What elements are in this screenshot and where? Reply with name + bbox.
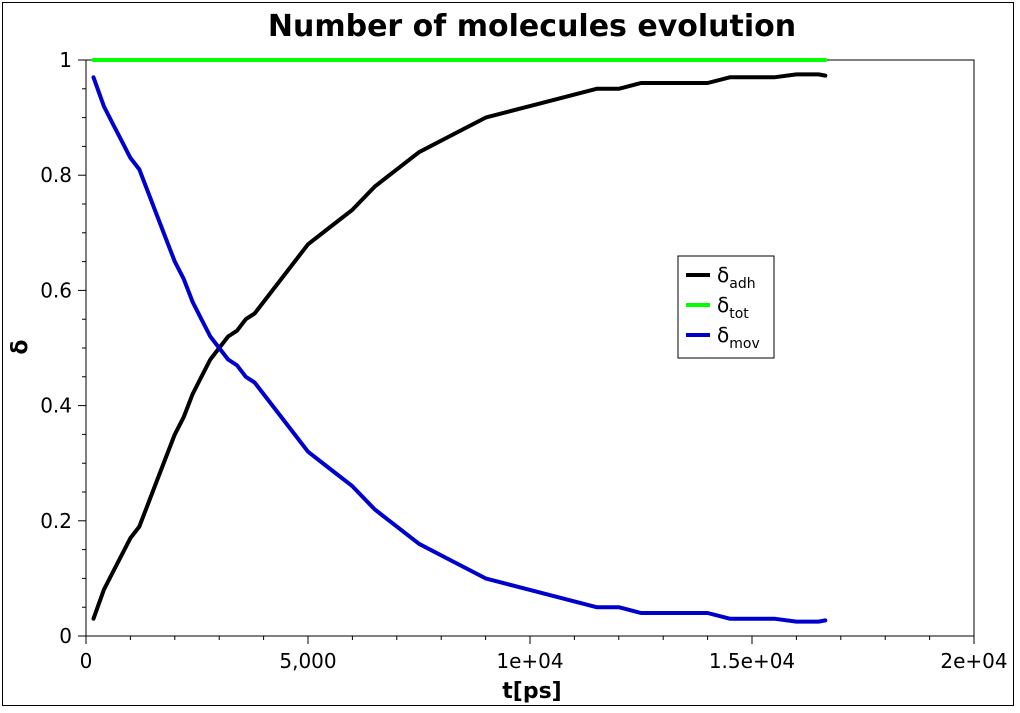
x-tick-label: 1.5e+04 [709,649,795,673]
legend-subscript: adh [729,276,755,292]
y-axis-label: δ [8,339,33,354]
legend-symbol: δ [717,293,729,317]
y-tick-label: 1 [59,48,72,72]
series-layer [91,58,828,624]
y-tick-label: 0.4 [40,394,72,418]
series-line-adh [91,72,828,621]
x-tick-label: 0 [80,649,93,673]
chart-frame [2,2,1014,706]
x-axis: 0 5,000 1e+04 1.5e+04 2e+04 [80,636,1008,673]
chart-title: Number of molecules evolution [268,9,796,44]
y-tick-label: 0.6 [40,278,72,302]
y-axis: 0 0.2 0.4 0.6 0.8 1 [40,48,86,648]
y-tick-label: 0 [59,624,72,648]
legend-label-adh: δadh [717,263,756,292]
x-tick-label: 2e+04 [940,649,1007,673]
x-tick-label: 1e+04 [496,649,563,673]
legend-label-tot: δtot [717,293,749,322]
legend-label-mov: δmov [717,323,760,352]
x-axis-label: t[ps] [502,679,561,704]
legend-subscript: tot [729,306,749,322]
legend-symbol: δ [717,323,729,347]
legend-subscript: mov [729,336,760,352]
y-tick-label: 0.2 [40,509,72,533]
y-tick-label: 0.8 [40,163,72,187]
x-tick-label: 5,000 [279,649,336,673]
series-line-mov [91,75,828,624]
legend-symbol: δ [717,263,729,287]
